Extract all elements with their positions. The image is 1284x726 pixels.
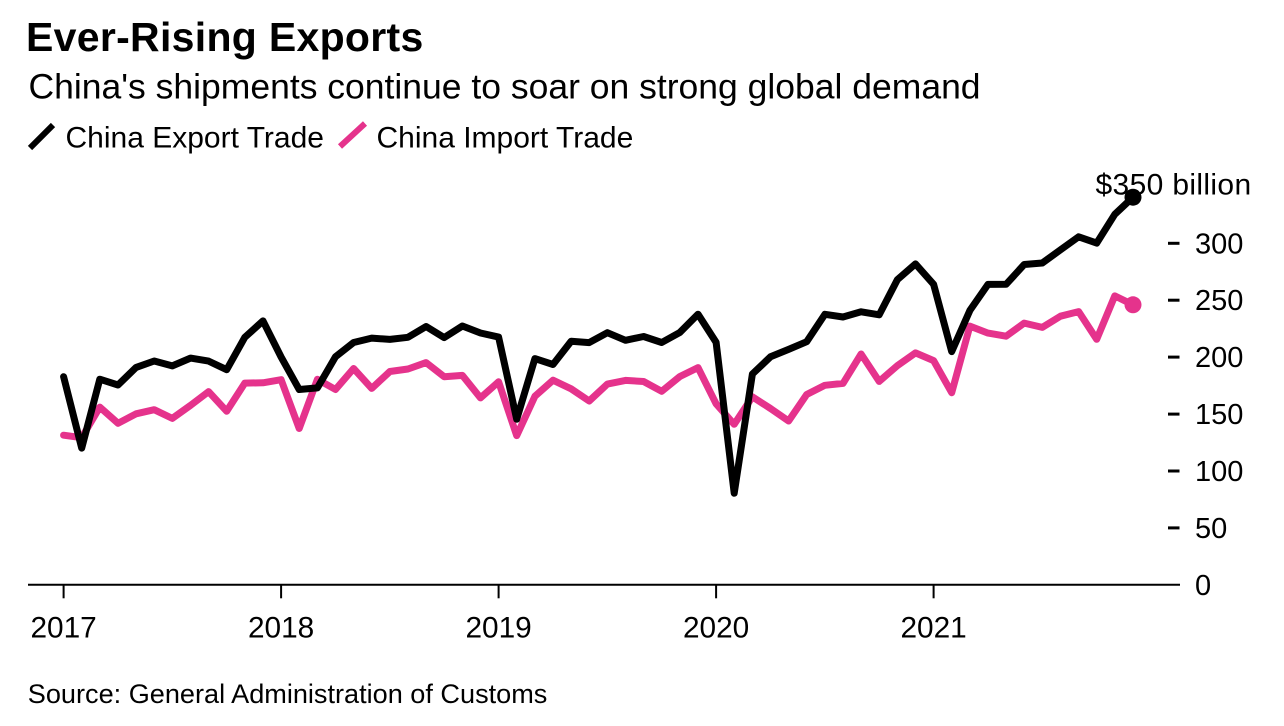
svg-text:200: 200 [1195, 342, 1243, 374]
svg-text:100: 100 [1195, 456, 1243, 488]
svg-text:2020: 2020 [683, 611, 749, 644]
svg-text:2018: 2018 [248, 611, 314, 644]
svg-text:Source: General Administration: Source: General Administration of Custom… [28, 678, 548, 709]
svg-text:2017: 2017 [30, 611, 96, 644]
svg-text:China Export Trade: China Export Trade [66, 121, 324, 154]
svg-text:China's shipments continue to: China's shipments continue to soar on st… [29, 67, 981, 107]
svg-text:2021: 2021 [900, 611, 966, 644]
svg-text:150: 150 [1195, 399, 1243, 431]
svg-text:0: 0 [1195, 570, 1211, 602]
svg-text:250: 250 [1195, 285, 1243, 317]
svg-text:$350 billion: $350 billion [1096, 169, 1252, 202]
svg-text:China Import Trade: China Import Trade [377, 121, 634, 154]
svg-text:50: 50 [1195, 513, 1227, 545]
svg-text:2019: 2019 [465, 611, 531, 644]
svg-text:300: 300 [1195, 228, 1243, 260]
svg-text:Ever-Rising Exports: Ever-Rising Exports [26, 14, 424, 60]
